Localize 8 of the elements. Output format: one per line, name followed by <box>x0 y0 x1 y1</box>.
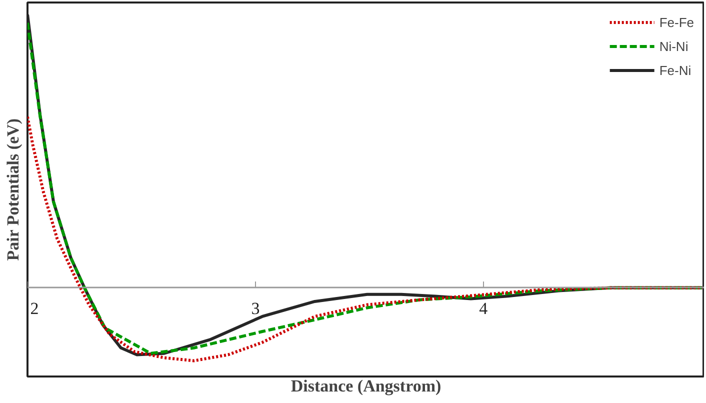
x-tick-label: 2 <box>30 298 39 318</box>
x-tick-label: 4 <box>479 298 488 318</box>
legend-label: Fe-Fe <box>659 14 694 30</box>
x-tick-label: 3 <box>251 298 260 318</box>
legend-label: Fe-Ni <box>659 62 692 78</box>
y-axis-title: Pair Potentials (eV) <box>4 118 22 261</box>
x-axis-title: Distance (Angstrom) <box>290 376 442 396</box>
legend-label: Ni-Ni <box>659 38 688 54</box>
